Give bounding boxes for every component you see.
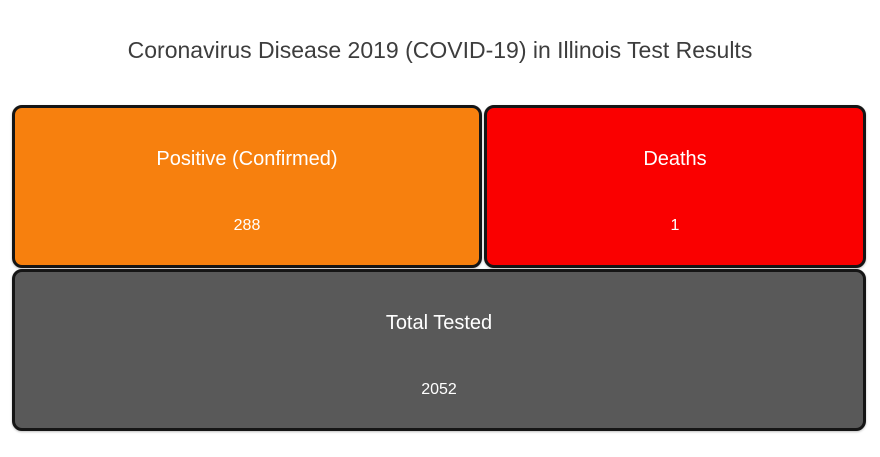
positive-confirmed-label: Positive (Confirmed)	[156, 148, 338, 170]
total-tested-card: Total Tested 2052	[12, 269, 866, 431]
deaths-card: Deaths 1	[484, 105, 866, 268]
total-tested-value: 2052	[421, 381, 457, 398]
total-tested-label: Total Tested	[385, 312, 493, 334]
positive-confirmed-card: Positive (Confirmed) 288	[12, 105, 482, 268]
deaths-value: 1	[670, 217, 680, 234]
kpi-bottom-row: Total Tested 2052	[12, 269, 866, 431]
deaths-label: Deaths	[643, 148, 707, 170]
page-title: Coronavirus Disease 2019 (COVID-19) in I…	[127, 37, 753, 63]
positive-confirmed-value: 288	[233, 217, 261, 234]
kpi-board: Positive (Confirmed) 288 Deaths 1 Total …	[12, 105, 866, 431]
kpi-top-row: Positive (Confirmed) 288 Deaths 1	[12, 105, 866, 268]
